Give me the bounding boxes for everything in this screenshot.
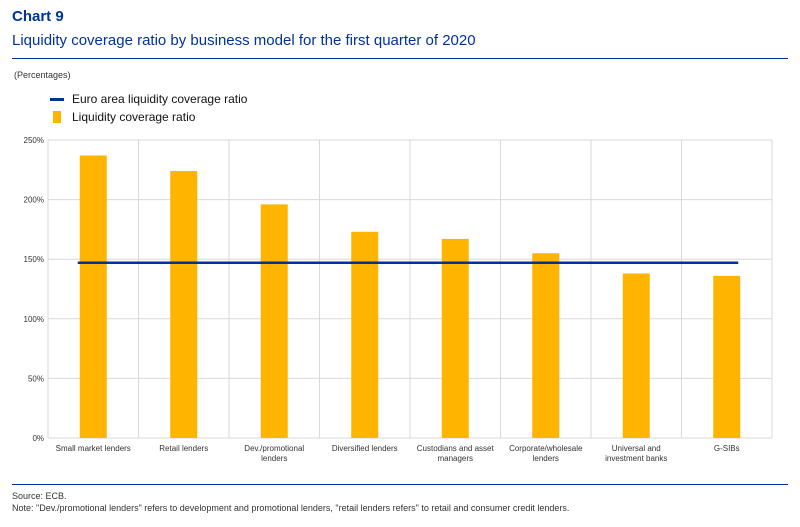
chart-number: Chart 9 [12, 8, 64, 25]
y-tick-label: 150% [24, 255, 44, 264]
source-note: Source: ECB. [12, 491, 67, 501]
footnotes: Source: ECB. Note: "Dev./promotional len… [12, 490, 569, 514]
x-tick-label: Corporate/wholesale lenders [509, 444, 583, 463]
x-tick-label: Custodians and asset managers [417, 444, 495, 463]
x-tick-label: Diversified lenders [332, 444, 398, 453]
legend-label-euro-area-lcr: Euro area liquidity coverage ratio [72, 92, 248, 106]
x-tick-label: Small market lenders [56, 444, 131, 453]
y-tick-label: 100% [24, 315, 44, 324]
bar [260, 204, 288, 438]
units-label: (Percentages) [14, 70, 71, 80]
bar [351, 231, 379, 438]
chart-title: Liquidity coverage ratio by business mod… [12, 32, 476, 49]
legend-bar-swatch [53, 111, 61, 123]
x-tick-label: Dev./promotional lenders [244, 444, 304, 463]
y-tick-label: 200% [24, 196, 44, 205]
y-tick-label: 50% [28, 374, 44, 383]
bar [622, 273, 650, 438]
legend-label-lcr: Liquidity coverage ratio [72, 110, 196, 124]
legend: Euro area liquidity coverage ratio Liqui… [50, 90, 247, 126]
definition-note: Note: "Dev./promotional lenders" refers … [12, 503, 570, 513]
x-tick-label: Universal and investment banks [605, 444, 667, 463]
bar [713, 275, 741, 438]
bar [170, 170, 198, 438]
legend-item-lcr: Liquidity coverage ratio [50, 108, 247, 126]
bar [532, 253, 560, 438]
title-rule [12, 58, 788, 59]
legend-line-swatch [50, 97, 64, 101]
bar-chart: 0% 50% 100% 150% 200% 250% Small market lender… [24, 136, 773, 463]
bar [441, 238, 469, 438]
bar [79, 155, 107, 438]
legend-item-euro-area-lcr: Euro area liquidity coverage ratio [50, 90, 247, 108]
y-tick-label: 0% [32, 434, 44, 443]
y-tick-label: 250% [24, 136, 44, 145]
x-tick-label: Retail lenders [159, 444, 208, 453]
footer-rule [12, 484, 788, 485]
x-tick-label: G-SIBs [714, 444, 740, 453]
